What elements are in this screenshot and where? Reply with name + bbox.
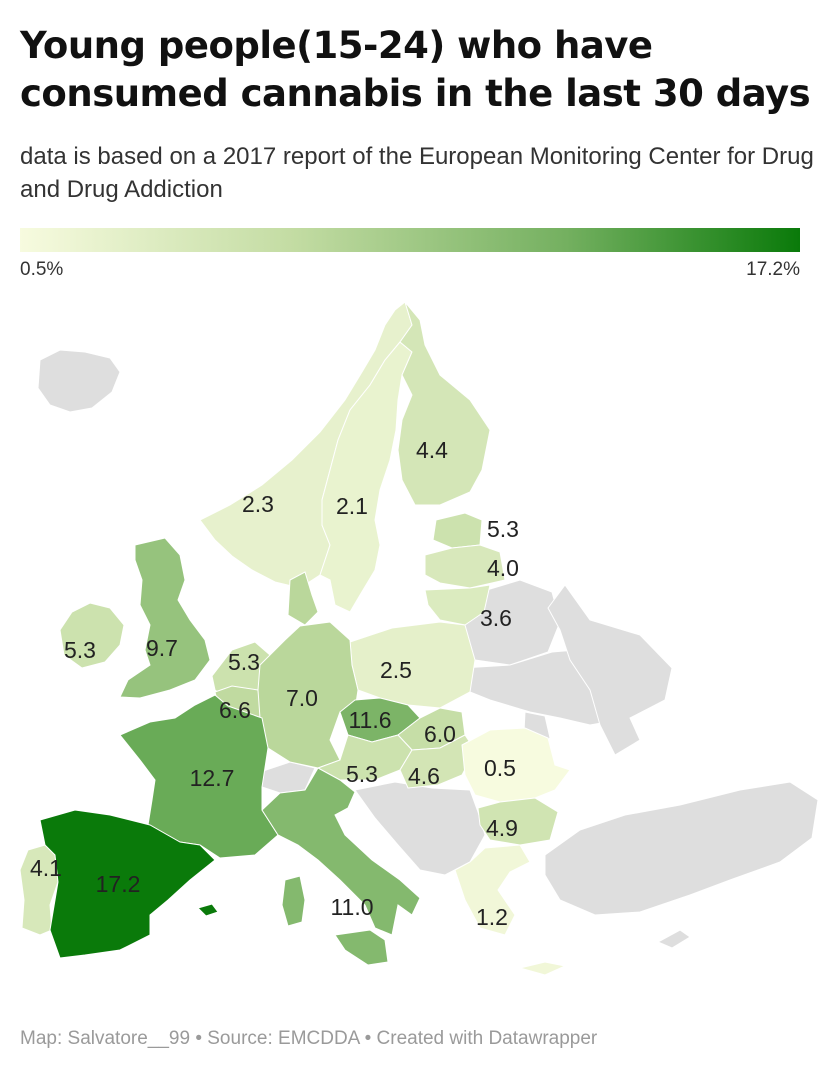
value-label-united-kingdom: 9.7 [146,635,178,661]
country-spain [39,809,216,959]
country-romania [461,727,571,803]
island-balearic [197,903,219,917]
value-label-luxembourg-region: 6.6 [219,697,251,723]
map-title: Young people(15-24) who have consumed ca… [20,24,811,115]
map-source-footer: Map: Salvatore__99 • Source: EMCDDA • Cr… [20,1028,598,1049]
country-ireland [59,602,125,669]
europe-choropleth-map: 2.3 2.1 4.4 5.3 4.0 3.6 5.3 9.7 5.3 2.5 … [19,301,819,976]
value-label-greece: 1.2 [476,904,508,930]
value-label-austria: 5.3 [346,761,378,787]
legend-min-label: 0.5% [20,259,64,280]
value-label-finland: 4.4 [416,437,448,463]
value-label-estonia: 5.3 [487,516,519,542]
island-sicily [334,929,389,966]
country-turkey [544,781,819,916]
country-denmark [287,571,319,626]
value-label-bulgaria: 4.9 [486,815,518,841]
value-label-norway: 2.3 [242,491,274,517]
color-scale-legend [20,228,800,252]
value-label-spain: 17.2 [96,871,141,897]
country-austria [316,734,413,781]
country-italy [261,767,421,936]
value-label-romania: 0.5 [484,755,516,781]
country-united-kingdom [119,537,211,699]
country-greece [454,844,531,936]
value-label-czechia: 11.6 [348,707,391,733]
country-iceland [37,349,121,413]
value-label-poland: 2.5 [380,657,412,683]
island-crete [518,961,567,976]
value-label-italy: 11.0 [330,894,373,920]
value-label-ireland: 5.3 [64,637,96,663]
value-label-sweden: 2.1 [336,493,368,519]
country-latvia [424,544,506,589]
country-sweden [319,341,413,613]
country-lithuania [424,584,491,626]
legend-gradient [20,228,800,252]
country-estonia [432,512,483,549]
country-poland [349,621,476,709]
country-balkans [354,781,486,876]
value-label-germany: 7.0 [286,685,318,711]
value-label-france: 12.7 [190,765,235,791]
map-subtitle: data is based on a 2017 report of the Eu… [20,143,814,203]
legend-max-label: 17.2% [746,259,800,280]
value-label-latvia: 4.0 [487,555,519,581]
value-label-netherlands-belgium: 5.3 [228,649,260,675]
country-finland [397,301,491,506]
value-label-slovakia: 6.0 [424,721,456,747]
value-label-lithuania: 3.6 [480,605,512,631]
country-russia [547,584,673,756]
country-cyprus [656,929,691,949]
country-bulgaria [477,797,559,846]
value-label-portugal: 4.1 [30,855,62,881]
island-sardinia [281,875,306,927]
value-label-hungary: 4.6 [408,763,440,789]
